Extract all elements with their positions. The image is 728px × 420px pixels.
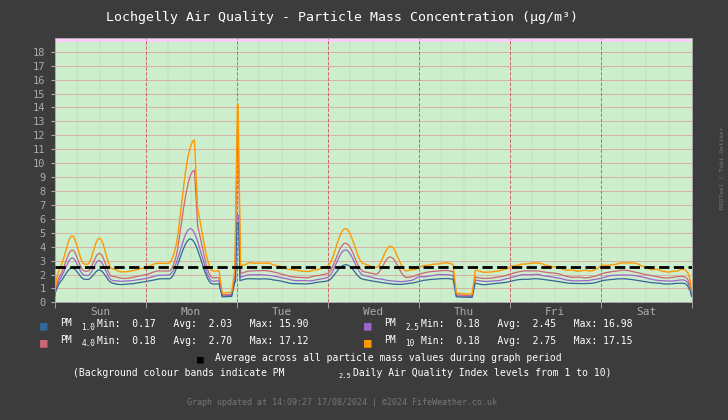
Text: 1.0: 1.0 bbox=[82, 323, 95, 332]
Text: 2.5: 2.5 bbox=[339, 373, 352, 379]
Text: 2.5: 2.5 bbox=[405, 323, 419, 332]
Text: RRDTool / Tobi Oetiker: RRDTool / Tobi Oetiker bbox=[719, 127, 724, 209]
Text: ▲: ▲ bbox=[0, 419, 1, 420]
Text: 4.0: 4.0 bbox=[82, 339, 95, 349]
Text: Min:  0.17   Avg:  2.03   Max: 15.90: Min: 0.17 Avg: 2.03 Max: 15.90 bbox=[97, 319, 309, 329]
Text: Min:  0.18   Avg:  2.45   Max: 16.98: Min: 0.18 Avg: 2.45 Max: 16.98 bbox=[421, 319, 633, 329]
Text: Min:  0.18   Avg:  2.75   Max: 17.15: Min: 0.18 Avg: 2.75 Max: 17.15 bbox=[421, 336, 633, 346]
Text: ■: ■ bbox=[40, 319, 47, 332]
Text: ■: ■ bbox=[197, 354, 203, 364]
Text: ■: ■ bbox=[40, 336, 47, 349]
Text: ■: ■ bbox=[364, 319, 371, 332]
Text: PM: PM bbox=[60, 335, 72, 345]
Text: ■: ■ bbox=[364, 336, 371, 349]
Text: PM: PM bbox=[384, 318, 396, 328]
Text: (Background colour bands indicate PM: (Background colour bands indicate PM bbox=[73, 368, 285, 378]
Text: Min:  0.18   Avg:  2.70   Max: 17.12: Min: 0.18 Avg: 2.70 Max: 17.12 bbox=[97, 336, 309, 346]
Text: PM: PM bbox=[60, 318, 72, 328]
Text: Average across all particle mass values during graph period: Average across all particle mass values … bbox=[215, 353, 561, 363]
Bar bbox=[55, 31, 692, 42]
Text: PM: PM bbox=[384, 335, 396, 345]
Bar bbox=[55, 42, 692, 302]
Text: Lochgelly Air Quality - Particle Mass Concentration (μg/m³): Lochgelly Air Quality - Particle Mass Co… bbox=[106, 10, 578, 24]
Text: Graph updated at 14:09:27 17/08/2024 | ©2024 FifeWeather.co.uk: Graph updated at 14:09:27 17/08/2024 | ©… bbox=[187, 399, 497, 407]
Text: Daily Air Quality Index levels from 1 to 10): Daily Air Quality Index levels from 1 to… bbox=[353, 368, 612, 378]
Text: 10: 10 bbox=[405, 339, 415, 349]
Text: ▲: ▲ bbox=[0, 419, 1, 420]
